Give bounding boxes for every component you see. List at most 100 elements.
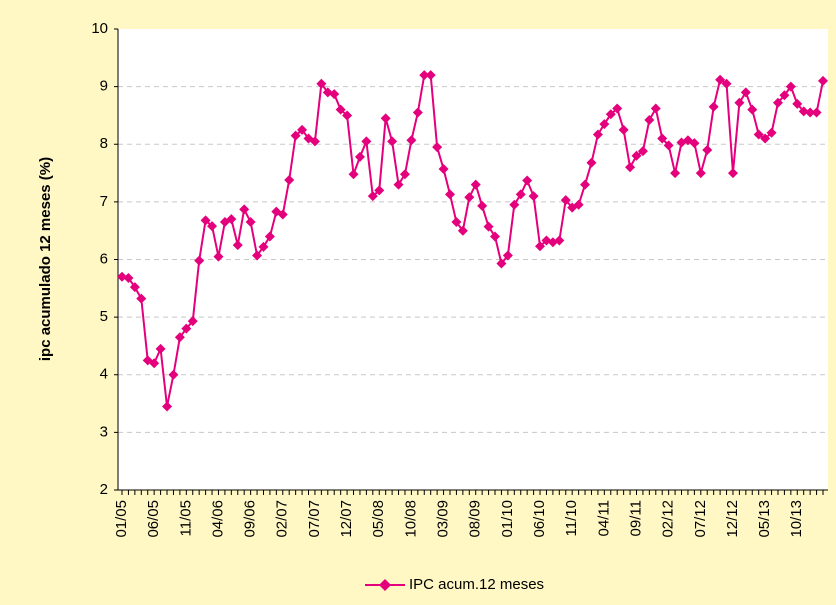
marker: [155, 343, 166, 354]
y-tick-label: 9: [100, 78, 108, 95]
marker: [753, 129, 764, 140]
marker: [252, 250, 263, 261]
marker: [805, 107, 816, 118]
marker: [168, 369, 179, 380]
y-tick-label: 3: [100, 423, 108, 440]
x-tick-label: 11/05: [177, 500, 194, 536]
marker: [670, 168, 681, 179]
legend-label: IPC acum.12 meses: [409, 576, 544, 593]
marker: [213, 251, 224, 262]
marker: [399, 169, 410, 180]
marker: [432, 142, 443, 153]
marker: [290, 130, 301, 141]
marker: [387, 136, 398, 147]
marker: [457, 225, 468, 236]
marker: [695, 168, 706, 179]
marker: [721, 78, 732, 89]
marker: [117, 271, 127, 282]
y-tick-label: 4: [100, 366, 108, 383]
x-tick-label: 11/10: [563, 500, 580, 536]
x-tick-label: 12/07: [338, 500, 355, 538]
x-tick-label: 12/12: [724, 500, 741, 538]
y-tick-label: 10: [91, 20, 108, 37]
marker: [470, 179, 481, 190]
marker: [162, 401, 173, 412]
marker: [779, 90, 790, 101]
marker: [406, 135, 417, 146]
marker: [509, 199, 520, 210]
marker: [580, 179, 591, 190]
marker: [727, 168, 738, 179]
marker: [477, 200, 488, 211]
marker: [367, 191, 378, 202]
marker: [612, 103, 623, 114]
marker: [663, 140, 674, 151]
x-tick-label: 09/11: [627, 500, 644, 536]
x-tick-label: 10/13: [788, 500, 805, 538]
marker: [200, 215, 211, 226]
x-tick-label: 09/06: [242, 500, 259, 538]
marker: [496, 258, 507, 269]
marker: [560, 195, 571, 206]
marker: [264, 231, 275, 242]
marker: [187, 316, 198, 327]
marker: [528, 191, 539, 202]
marker: [785, 81, 796, 92]
marker: [232, 240, 243, 251]
marker: [444, 189, 455, 200]
marker: [393, 179, 404, 190]
y-axis-label: ipc acumulado 12 meses (%): [37, 157, 54, 361]
marker: [811, 107, 822, 118]
marker: [348, 169, 359, 180]
marker: [554, 235, 565, 246]
marker: [277, 209, 288, 220]
marker: [522, 175, 533, 186]
marker: [502, 250, 513, 261]
marker: [438, 164, 449, 175]
marker: [592, 129, 603, 140]
marker: [129, 282, 140, 293]
marker: [419, 70, 430, 81]
marker: [734, 97, 745, 108]
marker: [586, 157, 597, 168]
x-tick-label: 01/05: [113, 500, 130, 538]
marker: [644, 115, 655, 126]
marker: [207, 221, 218, 232]
y-tick-label: 8: [100, 135, 108, 152]
marker: [412, 107, 423, 118]
marker: [740, 87, 751, 98]
x-tick-label: 04/11: [595, 500, 612, 536]
marker: [618, 124, 629, 135]
marker: [818, 75, 828, 86]
marker: [535, 241, 546, 252]
x-tick-label: 07/12: [692, 500, 709, 538]
marker: [798, 106, 809, 117]
x-tick-label: 05/13: [756, 500, 773, 538]
marker: [515, 189, 526, 200]
marker: [451, 217, 462, 228]
legend-marker: [379, 579, 391, 591]
x-tick-label: 06/05: [145, 500, 162, 538]
marker: [625, 162, 636, 173]
y-tick-label: 5: [100, 308, 108, 325]
marker: [354, 151, 365, 162]
y-tick-label: 2: [100, 481, 108, 498]
marker: [297, 124, 308, 135]
marker: [573, 199, 584, 210]
marker: [194, 255, 205, 266]
y-tick-label: 6: [100, 250, 108, 267]
x-tick-label: 10/08: [402, 500, 419, 538]
marker: [149, 358, 160, 369]
x-tick-label: 05/08: [370, 500, 387, 538]
x-tick-label: 01/10: [499, 500, 516, 538]
marker: [599, 119, 610, 130]
marker: [490, 231, 501, 242]
marker: [226, 214, 237, 225]
marker: [760, 133, 771, 144]
marker: [181, 323, 192, 334]
x-tick-label: 03/09: [435, 500, 452, 538]
marker: [361, 136, 372, 147]
marker: [123, 272, 134, 283]
marker: [464, 192, 475, 203]
marker: [174, 332, 185, 343]
